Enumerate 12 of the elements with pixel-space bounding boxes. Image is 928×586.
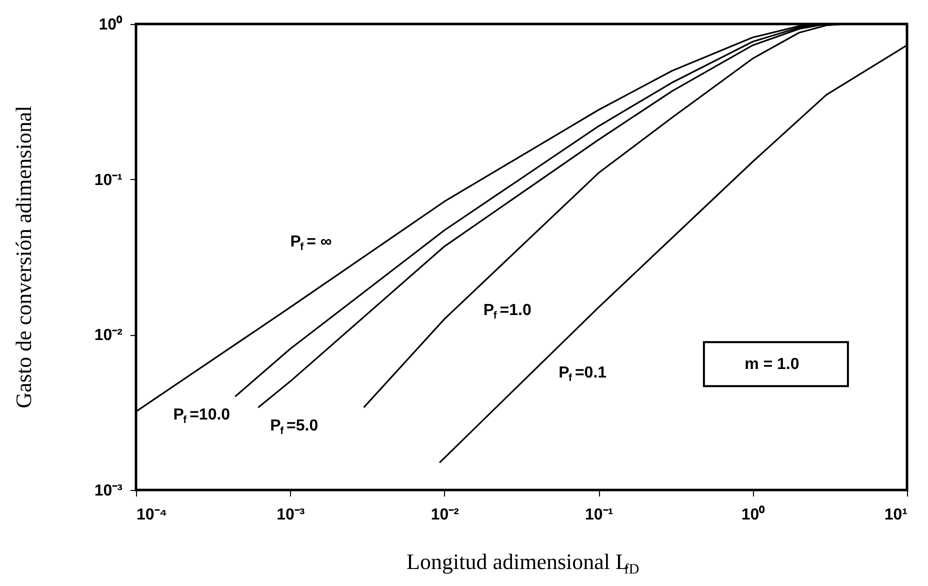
y-tick-label: 10⁻¹ (94, 172, 122, 189)
x-tick-label: 10⁰ (741, 506, 766, 524)
y-axis-title: Gasto de conversión adimensional (11, 106, 36, 408)
x-tick-label: 10¹ (884, 506, 908, 524)
annotation: m = 1.0 (744, 356, 800, 374)
x-tick-label: 10⁻² (430, 506, 459, 524)
x-tick-label: 10⁻¹ (585, 506, 614, 524)
x-tick-label: 10⁻³ (276, 506, 305, 524)
y-tick-label: 10⁻³ (94, 482, 122, 500)
y-tick-label: 10⁻² (94, 327, 122, 344)
y-tick-label: 10⁰ (98, 16, 122, 34)
x-tick-label: 10⁻⁴ (136, 506, 168, 524)
